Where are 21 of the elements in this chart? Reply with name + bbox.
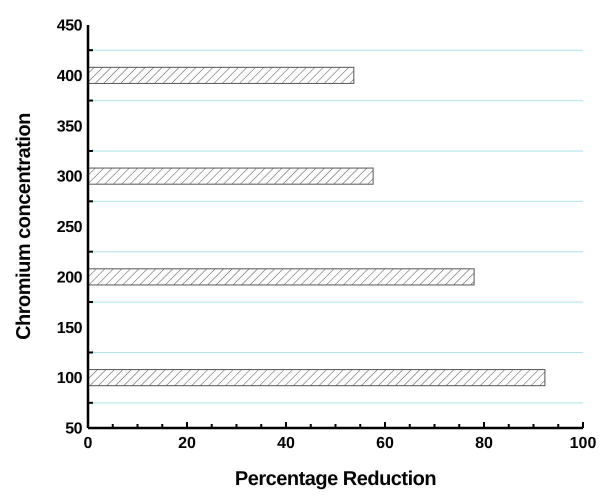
x-axis-title: Percentage Reduction — [234, 468, 436, 490]
y-tick-label: 150 — [56, 320, 83, 337]
y-tick-label: 300 — [56, 168, 83, 186]
y-axis-title: Chromium concentration — [13, 113, 35, 340]
x-tick-label: 0 — [84, 435, 93, 452]
y-tick-label: 50 — [65, 420, 83, 438]
bar — [88, 369, 546, 386]
bar — [88, 268, 475, 286]
y-tick-label: 200 — [56, 269, 83, 286]
y-tick-label: 350 — [56, 118, 83, 136]
y-tick-label: 250 — [56, 219, 83, 236]
x-tick-label: 80 — [475, 435, 493, 452]
bar — [88, 66, 354, 84]
y-tick-label: 100 — [56, 370, 83, 388]
x-tick-label: 40 — [277, 435, 295, 452]
y-tick-label: 450 — [56, 18, 83, 35]
x-tick-label: 60 — [376, 435, 394, 452]
y-tick-label: 400 — [56, 68, 83, 85]
x-tick-label: 20 — [178, 435, 196, 452]
bar — [88, 168, 374, 185]
x-tick-label: 100 — [570, 435, 596, 452]
